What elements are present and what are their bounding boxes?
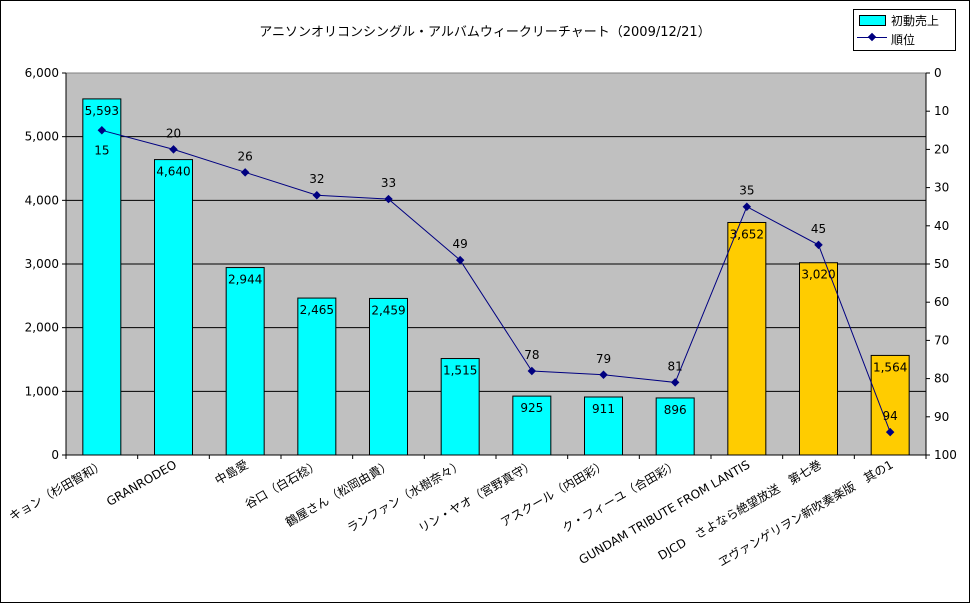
rank-value-label: 81 [668,359,683,373]
rank-value-label: 78 [524,348,539,362]
bar-value-label: 5,593 [85,104,119,118]
rank-marker [97,126,107,135]
bar [225,267,265,456]
y-right-tick-label: 50 [934,257,949,271]
rank-line [101,129,891,433]
y-right-tick-label: 0 [934,66,942,80]
y-left-tick-label: 2,000 [25,321,59,335]
bar-value-label: 1,515 [443,364,477,378]
bar-value-label: 3,652 [730,227,764,241]
bar [584,396,623,456]
bar [727,221,767,456]
rank-marker [240,168,250,177]
bar [440,358,480,456]
bar [655,397,695,456]
rank-marker [670,378,680,387]
bar-value-label: 896 [664,403,687,417]
rank-marker [599,370,608,380]
rank-value-label: 79 [596,352,611,366]
rank-value-label: 32 [309,172,324,186]
rank-value-label: 20 [166,126,181,140]
y-right-tick-label: 30 [934,181,949,195]
y-left-tick-label: 1,000 [25,384,59,398]
bar [870,354,910,456]
bar-value-label: 2,459 [371,303,405,317]
legend-item-sales: 初動売上 [854,10,955,29]
y-left-tick-label: 4,000 [25,193,59,207]
bar [154,159,193,456]
x-category-label: ク・フィーユ（合田彩） [559,457,680,536]
rank-value-label: 33 [381,176,396,190]
rank-value-label: 94 [883,409,898,423]
rank-value-label: 26 [238,149,253,163]
legend-label-rank: 順位 [891,33,916,47]
rank-value-label: 45 [811,222,826,236]
y-right-tick-label: 90 [934,410,949,424]
bar-value-label: 4,640 [156,165,190,179]
bar [512,395,552,456]
rank-value-label: 49 [453,237,468,251]
rank-marker [312,190,322,200]
bar [82,98,122,456]
y-right-tick-label: 80 [934,372,949,386]
legend-swatch-bar [859,15,886,26]
y-left-tick-label: 0 [51,448,59,462]
rank-value-label: 35 [739,184,754,198]
y-right-tick-label: 10 [934,104,949,118]
bar-value-label: 925 [520,401,543,415]
chart-title: アニソンオリコンシングル・アルバムウィークリーチャート（2009/12/21） [259,25,711,40]
bar [369,297,408,456]
rank-value-label: 15 [94,143,109,157]
bar [799,262,838,456]
y-right-tick-label: 100 [934,448,957,462]
bar-value-label: 1,564 [873,360,907,374]
legend-swatch-marker [867,32,877,42]
x-category-label: GRANRODEO [104,457,179,508]
bar-value-label: 2,465 [300,303,334,317]
y-left-tick-label: 5,000 [25,130,59,144]
y-right-tick-label: 40 [934,219,949,233]
x-category-label: キョン（杉田智和） [6,457,107,524]
legend-label-sales: 初動売上 [891,14,940,28]
y-right-tick-label: 70 [934,333,949,347]
rank-marker [384,194,393,204]
x-category-label: リン・ヤオ（宮野真守） [416,457,538,536]
x-category-label: ランファン（水樹奈々） [345,457,466,535]
rank-marker [169,145,178,154]
rank-marker [527,366,537,376]
bar [297,297,337,456]
bar-value-label: 911 [592,402,615,416]
bar-value-label: 2,944 [228,273,262,287]
y-left-tick-label: 6,000 [25,66,59,80]
x-category-label: 中島愛 [212,457,251,488]
y-right-tick-label: 60 [934,295,949,309]
bar-value-label: 3,020 [801,268,835,282]
rank-marker [455,255,465,265]
rank-marker [885,427,895,437]
legend-item-rank: 順位 [854,29,955,48]
legend: 初動売上 順位 [853,9,956,51]
y-right-tick-label: 20 [934,142,949,156]
y-left-tick-label: 3,000 [25,257,59,271]
